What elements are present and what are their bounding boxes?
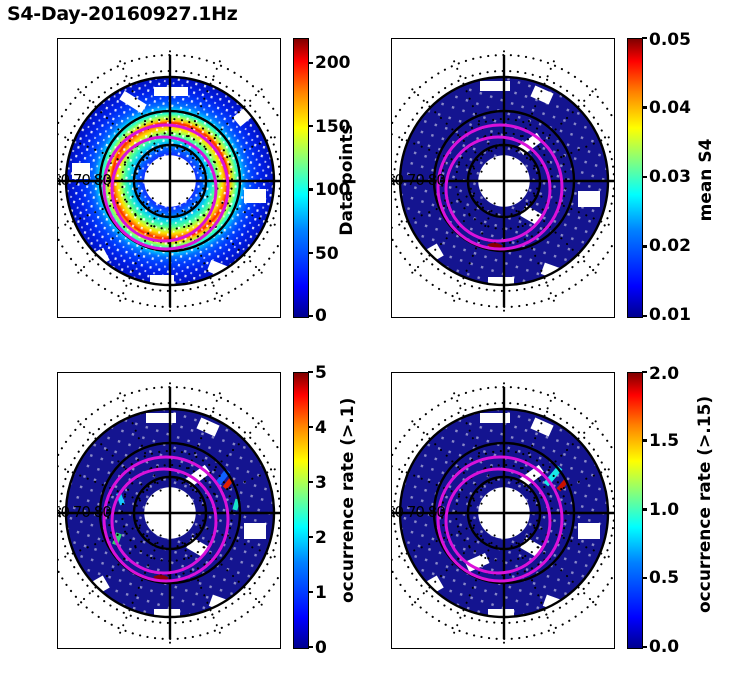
colorbar-tick-label-3-3: 3 <box>315 473 327 493</box>
polar-plot-data-points[interactable]: 60 70 80 <box>57 38 281 318</box>
polar-axes-1 <box>58 50 280 312</box>
polar-plot-mean-s4[interactable]: 60 70 80 <box>391 38 615 318</box>
polar-plot-occurrence-rate-gt-01[interactable]: 60 70 80 <box>57 372 281 649</box>
auroral-oval-curves-2 <box>436 123 564 251</box>
polar-axes-3 <box>58 382 280 644</box>
colorbar-tick-label-2-0: 0.01 <box>649 305 691 325</box>
colorbar-ticks-4 <box>628 370 647 648</box>
colorbar-title-data-points: Data points <box>337 124 357 236</box>
colorbar-ticks-2 <box>628 36 647 317</box>
colorbar-tick-label-4-0: 0.0 <box>649 637 680 657</box>
lat-tick-labels-4: 60 70 80 <box>392 503 446 521</box>
colorbar-tick-label-3-2: 2 <box>315 528 327 548</box>
auroral-oval-curves-1 <box>102 123 230 251</box>
lat-tick-labels-2: 60 70 80 <box>392 171 446 189</box>
colorbar-tick-label-3-0: 0 <box>315 638 327 658</box>
polar-crosshair-3 <box>58 387 280 639</box>
colorbar-data-points[interactable] <box>293 38 313 318</box>
colorbar-tick-label-2-1: 0.02 <box>649 236 691 256</box>
lat-tick-labels-3: 60 70 80 <box>58 503 112 521</box>
colorbar-tick-label-3-4: 4 <box>315 418 327 438</box>
colorbar-occurrence-rate-gt-015[interactable] <box>627 370 647 649</box>
colorbar-tick-label-4-3: 1.5 <box>649 431 680 451</box>
auroral-oval-curves-4 <box>436 455 564 583</box>
colorbar-tick-label-3-1: 1 <box>315 583 327 603</box>
colorbar-occurrence-rate-gt-01[interactable] <box>293 370 313 649</box>
colorbar-tick-label-4-1: 0.5 <box>649 568 680 588</box>
polar-axes-2 <box>392 50 614 312</box>
colorbar-tick-label-1-4: 200 <box>315 53 351 73</box>
colorbar-title-occurrence-rate-gt-015: occurrence rate (>.15) <box>695 395 715 613</box>
colorbar-tick-label-1-3: 150 <box>315 117 351 137</box>
colorbar-tick-label-3-5: 5 <box>315 363 327 383</box>
polar-axes-4 <box>392 382 614 644</box>
polar-crosshair-2 <box>392 55 614 307</box>
colorbar-tick-label-4-4: 2.0 <box>649 364 680 384</box>
polar-plot-occurrence-rate-gt-015[interactable]: 60 70 80 <box>391 372 615 649</box>
colorbar-title-occurrence-rate-gt-01: occurrence rate (>.1) <box>338 397 358 603</box>
colorbar-title-mean-s4: mean S4 <box>696 138 716 222</box>
colorbar-tick-label-2-4: 0.05 <box>649 30 691 50</box>
colorbar-tick-label-4-2: 1.0 <box>649 500 680 520</box>
colorbar-tick-label-2-3: 0.04 <box>649 98 691 118</box>
colorbar-tick-label-1-1: 50 <box>315 244 339 264</box>
polar-crosshair-1 <box>58 55 280 307</box>
colorbar-tick-label-1-0: 0 <box>315 306 327 326</box>
polar-crosshair-4 <box>392 387 614 639</box>
colorbar-tick-label-1-2: 100 <box>315 180 351 200</box>
colorbar-ticks-3 <box>294 370 313 648</box>
auroral-oval-curves-3 <box>102 455 230 583</box>
lat-tick-labels-1: 60 70 80 <box>58 171 112 189</box>
colorbar-tick-label-2-2: 0.03 <box>649 167 691 187</box>
colorbar-ticks-1 <box>294 39 313 317</box>
colorbar-mean-s4[interactable] <box>627 36 647 318</box>
page-title: S4-Day-20160927.1Hz <box>7 3 238 25</box>
